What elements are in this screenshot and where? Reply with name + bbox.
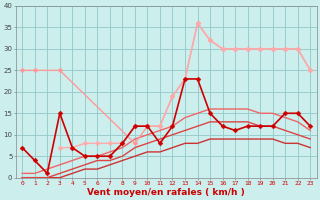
X-axis label: Vent moyen/en rafales ( km/h ): Vent moyen/en rafales ( km/h ) bbox=[87, 188, 245, 197]
